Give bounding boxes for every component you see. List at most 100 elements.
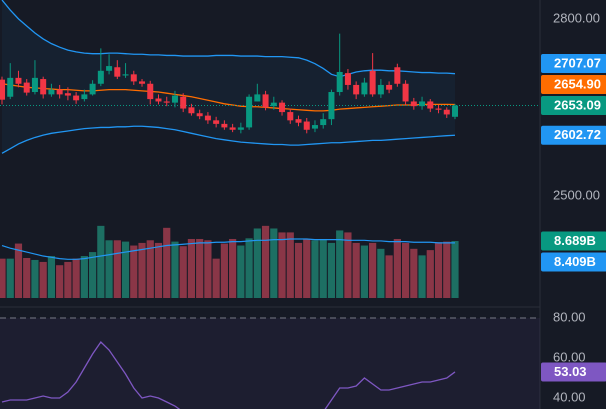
bollinger-fill	[2, 0, 455, 154]
volume-bar	[187, 238, 196, 298]
candle-body	[435, 108, 442, 110]
rsi-pane	[1, 340, 456, 409]
volume-bar	[369, 242, 377, 298]
candle-body	[229, 127, 236, 130]
volume-bar	[418, 255, 426, 298]
candle-body	[303, 121, 310, 130]
candle-body	[377, 84, 384, 95]
candle-body	[56, 89, 63, 95]
volume-bar	[311, 240, 319, 298]
price-tag	[541, 252, 606, 272]
volume-bar	[344, 232, 352, 298]
price-tag	[541, 54, 606, 74]
volume-bar	[179, 246, 187, 298]
volume-bar	[278, 232, 286, 298]
volume-bar	[196, 238, 204, 298]
volume-bar	[6, 258, 14, 298]
candle-body	[419, 101, 426, 107]
candle-body	[155, 98, 162, 102]
candle-body	[139, 81, 146, 84]
candle-body	[246, 96, 253, 128]
volume-bar	[327, 242, 336, 298]
candle-body	[279, 102, 286, 113]
volume-bar	[23, 257, 31, 298]
volume-bar	[319, 238, 327, 298]
price-tag-label: 2653.09	[554, 97, 601, 112]
volume-bar	[72, 258, 80, 298]
candle-body	[221, 123, 228, 128]
price-tag-label: 2654.90	[554, 76, 601, 91]
volume-bar	[113, 240, 121, 298]
volume-bar	[410, 248, 418, 298]
candle-body	[213, 120, 220, 124]
volume-bar	[336, 230, 344, 298]
volume-bar	[121, 241, 130, 298]
volume-bar	[146, 240, 154, 298]
candle-body	[171, 95, 178, 103]
candle-body	[320, 119, 327, 126]
volume-bar	[14, 243, 23, 298]
price-tag	[541, 362, 606, 382]
volume-bar	[97, 225, 105, 298]
volume-bar	[0, 258, 6, 298]
y-tick-label: 2500.00	[553, 187, 600, 202]
volume-bar	[393, 238, 401, 298]
candle-body	[262, 94, 269, 108]
candle-body	[295, 119, 302, 123]
candle-body	[427, 101, 434, 109]
candle-body	[311, 125, 318, 129]
candle-body	[443, 109, 450, 115]
volume-bar	[451, 241, 459, 298]
candle-body	[353, 84, 360, 95]
price-pane	[0, 0, 540, 154]
candle-body	[254, 94, 261, 102]
candle-body	[48, 89, 55, 95]
candle-body	[188, 107, 195, 114]
rsi-background	[0, 318, 540, 409]
volume-bar	[443, 241, 451, 298]
volume-bar	[245, 238, 253, 298]
volume-ma	[1, 238, 456, 260]
volume-bar	[105, 240, 113, 298]
volume-bar	[270, 228, 278, 298]
candle-body	[114, 67, 121, 77]
candle-body	[0, 79, 5, 100]
candle-body	[40, 79, 47, 95]
volume-bar	[80, 256, 88, 298]
volume-bar	[138, 242, 146, 298]
price-tag	[541, 75, 606, 95]
volume-bar	[171, 241, 179, 298]
volume-bar	[31, 259, 39, 298]
candle-body	[386, 84, 393, 90]
price-tag-label: 53.03	[554, 364, 587, 379]
volume-bar	[204, 240, 212, 298]
candle-body	[344, 73, 351, 85]
volume-bar	[212, 258, 220, 298]
volume-bar	[261, 225, 270, 298]
volume-bar	[360, 245, 368, 298]
volume-bar	[352, 242, 360, 298]
price-tag	[541, 125, 606, 145]
candle-body	[106, 66, 113, 71]
candle-body	[410, 101, 417, 107]
rsi-tick-label: 40.00	[553, 389, 586, 404]
volume-bar	[385, 255, 393, 298]
volume-bar	[56, 265, 64, 298]
rsi-line	[1, 340, 456, 409]
candle-body	[130, 74, 137, 82]
volume-bar	[303, 238, 311, 298]
candle-body	[394, 67, 401, 84]
candle-body	[361, 82, 368, 95]
bollinger-lower	[1, 125, 456, 154]
volume-bar	[401, 242, 410, 298]
candle-body	[287, 112, 294, 121]
candle-body	[122, 74, 129, 76]
candle-body	[336, 71, 343, 93]
candle-body	[452, 105, 458, 117]
price-tag	[541, 96, 606, 116]
volume-bar	[253, 228, 261, 298]
candle-body	[97, 70, 104, 84]
candle-body	[237, 127, 244, 130]
candle-body	[204, 115, 211, 121]
volume-bar	[64, 261, 72, 298]
